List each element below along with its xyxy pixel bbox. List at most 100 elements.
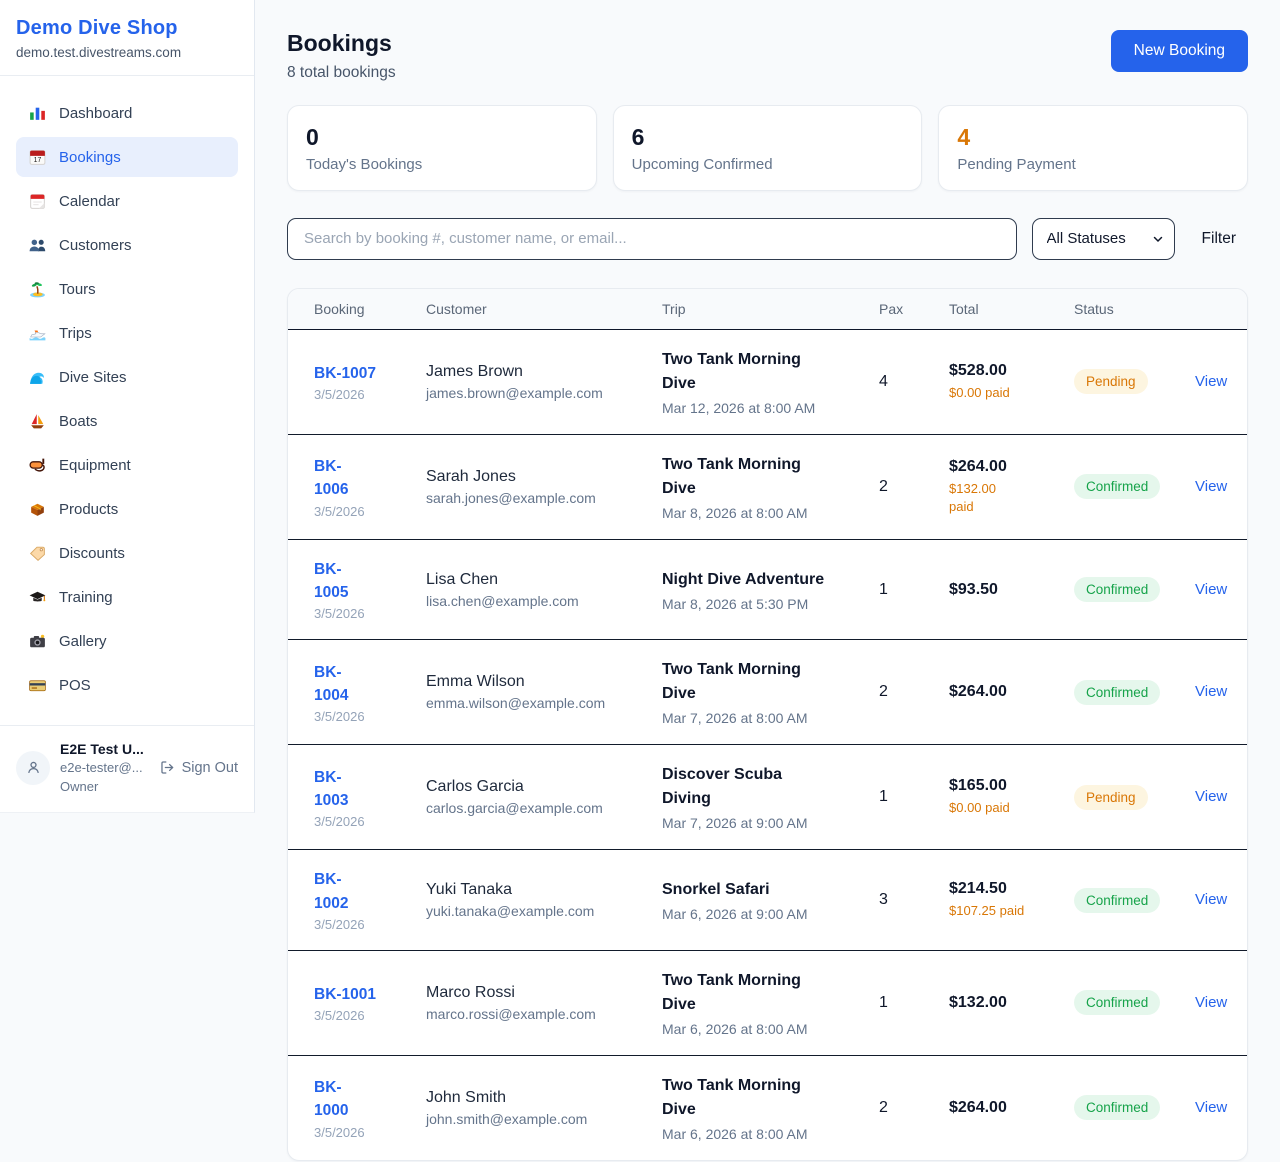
sidebar-item-label: POS <box>59 676 91 694</box>
table-row: BK- 1003 3/5/2026 Carlos Garcia carlos.g… <box>288 745 1247 851</box>
view-link[interactable]: View <box>1195 372 1228 390</box>
customer-email: yuki.tanaka@example.com <box>426 903 595 919</box>
customer-name: Marco Rossi <box>426 983 515 1001</box>
customer-email: marco.rossi@example.com <box>426 1005 596 1022</box>
customer-name: Lisa Chen <box>426 570 499 588</box>
sidebar-item-trips[interactable]: Trips <box>16 313 238 353</box>
sidebar-item-label: Bookings <box>59 148 121 166</box>
total-amount: $528.00 <box>949 361 1007 379</box>
sidebar-item-customers[interactable]: Customers <box>16 225 238 265</box>
boats-icon <box>28 412 47 431</box>
status-filter-select[interactable]: All Statuses <box>1031 217 1175 260</box>
trip-datetime: Mar 6, 2026 at 8:00 AM <box>662 1020 808 1037</box>
booking-id-link[interactable]: BK- 1006 <box>314 458 349 499</box>
sidebar-item-equipment[interactable]: Equipment <box>16 445 238 485</box>
sidebar-item-bookings[interactable]: 17 Bookings <box>16 137 238 177</box>
new-booking-button[interactable]: New Booking <box>1110 30 1248 72</box>
user-email: e2e-tester@... <box>60 760 143 776</box>
sidebar-item-gallery[interactable]: Gallery <box>16 621 238 661</box>
status-badge: Confirmed <box>1074 990 1161 1016</box>
sign-out-button[interactable]: Sign Out <box>159 759 238 776</box>
sidebar-item-dashboard[interactable]: Dashboard <box>16 93 238 133</box>
view-link[interactable]: View <box>1195 683 1228 701</box>
sidebar-item-products[interactable]: Products <box>16 489 238 529</box>
sidebar-item-label: Calendar <box>59 192 120 210</box>
sidebar-item-boats[interactable]: Boats <box>16 401 238 441</box>
table-row: BK- 1005 3/5/2026 Lisa Chen lisa.chen@ex… <box>288 540 1247 641</box>
col-header-total: Total <box>949 300 979 317</box>
sidebar-item-training[interactable]: Training <box>16 577 238 617</box>
stats-row: 0 Today's Bookings 6 Upcoming Confirmed … <box>287 105 1249 191</box>
booking-id-link[interactable]: BK- 1005 <box>314 560 349 601</box>
booking-date: 3/5/2026 <box>314 916 365 932</box>
booking-date: 3/5/2026 <box>314 386 365 402</box>
trip-datetime: Mar 6, 2026 at 9:00 AM <box>662 906 808 922</box>
sign-out-label: Sign Out <box>181 759 238 776</box>
col-header-pax: Pax <box>879 300 904 317</box>
customer-name: James Brown <box>426 362 523 380</box>
products-icon <box>28 500 47 519</box>
view-link[interactable]: View <box>1195 788 1228 806</box>
user-name: E2E Test U... <box>60 741 144 757</box>
sidebar-item-dive-sites[interactable]: Dive Sites <box>16 357 238 397</box>
stat-label: Today's Bookings <box>306 155 423 173</box>
booking-id-link[interactable]: BK- 1003 <box>314 768 349 809</box>
customer-email: carlos.garcia@example.com <box>426 800 603 817</box>
equipment-icon <box>28 456 47 475</box>
booking-id-link[interactable]: BK-1007 <box>314 364 377 382</box>
table-row: BK- 1000 3/5/2026 John Smith john.smith@… <box>288 1056 1247 1160</box>
status-badge: Pending <box>1074 369 1148 395</box>
status-badge: Confirmed <box>1074 887 1161 913</box>
pax-count: 1 <box>879 788 888 806</box>
sidebar-item-pos[interactable]: POS <box>16 665 238 705</box>
sidebar-item-label: Gallery <box>59 632 107 650</box>
bookings-icon: 17 <box>28 148 47 167</box>
sidebar-item-tours[interactable]: Tours <box>16 269 238 309</box>
sign-out-icon <box>160 761 173 775</box>
view-link[interactable]: View <box>1195 1098 1228 1116</box>
view-link[interactable]: View <box>1195 477 1228 495</box>
view-link[interactable]: View <box>1195 891 1228 908</box>
trip-datetime: Mar 8, 2026 at 8:00 AM <box>662 504 808 521</box>
col-header-booking: Booking <box>314 300 365 317</box>
stat-label: Upcoming Confirmed <box>631 155 773 173</box>
booking-id-link[interactable]: BK-1001 <box>314 985 377 1003</box>
trip-name: Night Dive Adventure <box>662 570 825 588</box>
search-input[interactable] <box>287 217 1017 260</box>
training-icon <box>28 588 47 607</box>
booking-date: 3/5/2026 <box>314 1124 365 1140</box>
view-link[interactable]: View <box>1195 580 1228 598</box>
tours-icon <box>28 280 47 299</box>
sidebar-item-label: Customers <box>59 236 132 254</box>
sidebar-item-label: Boats <box>59 412 98 430</box>
user-role: Owner <box>60 779 99 795</box>
status-badge: Confirmed <box>1074 577 1161 602</box>
status-badge: Confirmed <box>1074 1095 1161 1121</box>
filter-button[interactable]: Filter <box>1190 230 1248 248</box>
svg-text:17: 17 <box>34 157 42 164</box>
trip-name: Two Tank Morning Dive <box>662 455 801 497</box>
booking-id-link[interactable]: BK- 1000 <box>314 1079 349 1120</box>
stat-card-upcoming-confirmed: 6 Upcoming Confirmed <box>612 105 923 191</box>
sidebar-item-label: Products <box>59 500 119 518</box>
sidebar-item-label: Tours <box>59 280 96 298</box>
sidebar-item-calendar[interactable]: Calendar <box>16 181 238 221</box>
trip-name: Discover Scuba Diving <box>662 766 783 808</box>
sidebar-item-discounts[interactable]: Discounts <box>16 533 238 573</box>
booking-id-link[interactable]: BK- 1002 <box>314 871 349 912</box>
page-title: Bookings <box>287 30 392 56</box>
status-badge: Confirmed <box>1074 679 1161 705</box>
customer-email: sarah.jones@example.com <box>426 489 596 506</box>
view-link[interactable]: View <box>1195 993 1228 1011</box>
total-amount: $264.00 <box>949 457 1007 475</box>
booking-id-link[interactable]: BK- 1004 <box>314 663 349 704</box>
total-amount: $132.00 <box>949 993 1007 1011</box>
stat-value: 0 <box>306 124 319 150</box>
col-header-customer: Customer <box>426 300 487 317</box>
trip-datetime: Mar 7, 2026 at 8:00 AM <box>662 710 808 727</box>
bookings-table: Booking Customer Trip Pax Total Status B… <box>287 287 1248 1161</box>
shop-domain: demo.test.divestreams.com <box>16 45 182 60</box>
booking-date: 3/5/2026 <box>314 1007 365 1023</box>
pax-count: 3 <box>879 891 888 908</box>
booking-date: 3/5/2026 <box>314 606 365 622</box>
